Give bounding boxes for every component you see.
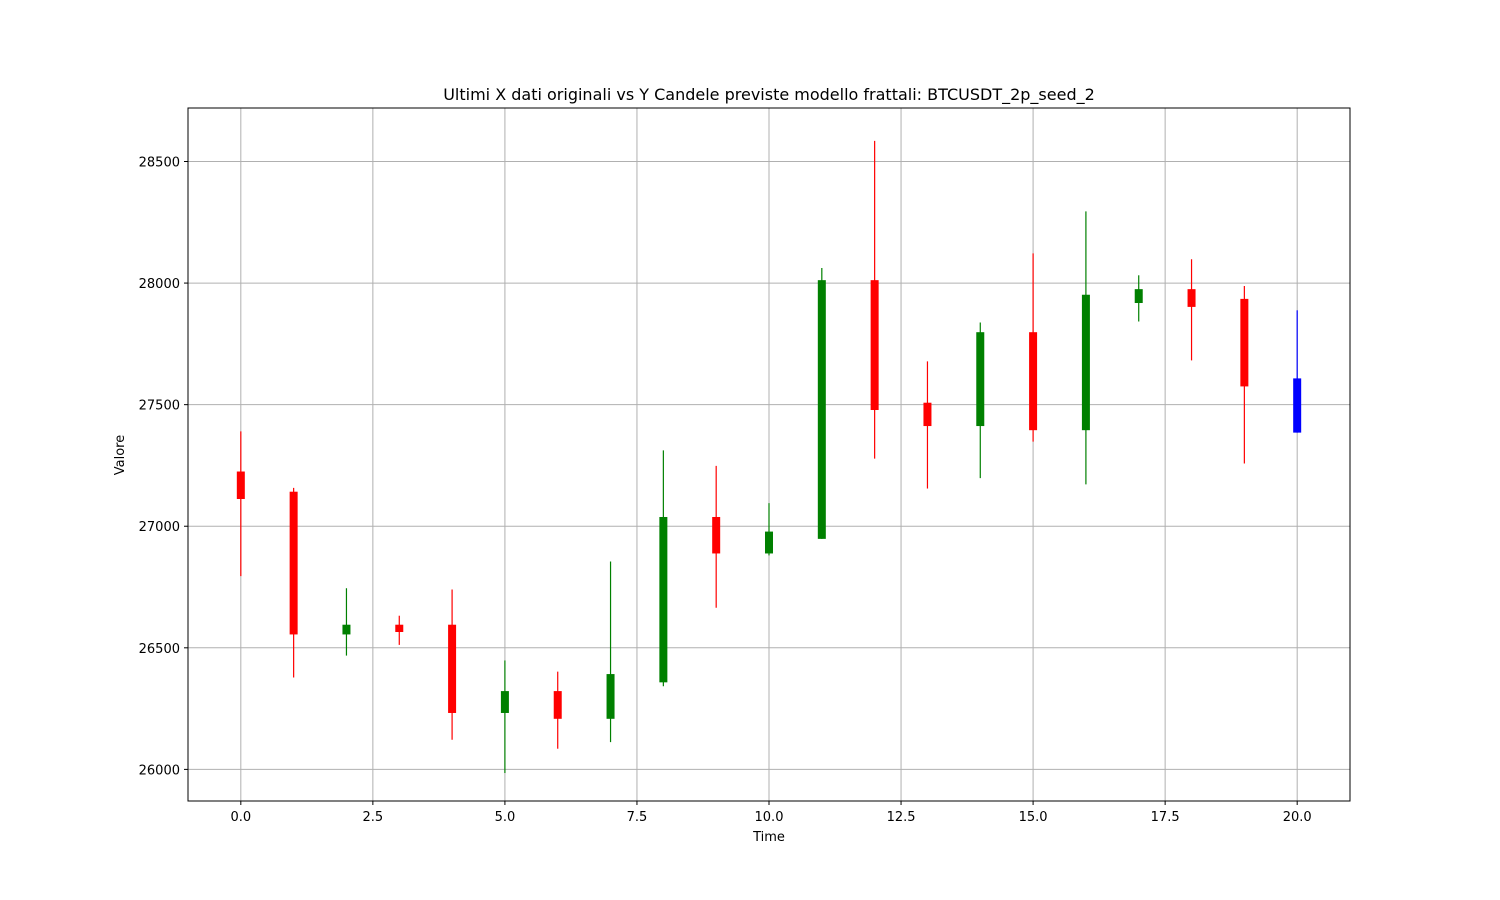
candle — [342, 588, 351, 656]
candle-body — [342, 624, 351, 635]
grid — [188, 108, 1350, 801]
candle-body — [236, 471, 245, 499]
candle-body — [1081, 294, 1090, 431]
candle-body — [765, 531, 773, 554]
candle-body — [659, 516, 668, 683]
candles — [236, 140, 1302, 774]
candle — [870, 140, 879, 459]
candle-body — [448, 624, 457, 713]
candle — [448, 589, 457, 740]
candle — [553, 671, 562, 749]
x-tick-label: 20.0 — [1283, 810, 1312, 825]
candle — [1240, 285, 1249, 464]
candle — [976, 322, 985, 479]
candle-body — [870, 280, 879, 411]
candle-body — [1293, 378, 1302, 433]
candle — [659, 450, 668, 687]
x-tick-label: 17.5 — [1151, 810, 1180, 825]
candle — [1134, 275, 1143, 322]
candle-body — [553, 691, 562, 719]
candle — [236, 431, 245, 577]
candle-body — [817, 280, 826, 539]
x-tick-label: 5.0 — [495, 810, 516, 825]
y-tick-label: 28000 — [139, 277, 180, 292]
candle — [817, 267, 826, 539]
candle-body — [923, 402, 932, 427]
x-axis-label: Time — [752, 830, 785, 845]
candle — [395, 615, 404, 645]
y-axis-label: Valore — [113, 435, 128, 475]
x-tick-label: 10.0 — [755, 810, 784, 825]
y-tick-label: 26000 — [139, 763, 180, 778]
candle — [712, 465, 721, 608]
candle — [500, 660, 509, 774]
candle-body — [1029, 332, 1038, 431]
candle — [1187, 259, 1196, 361]
x-tick-label: 2.5 — [363, 810, 384, 825]
x-tick-label: 15.0 — [1019, 810, 1048, 825]
ticks: 0.0 2.5 5.0 7.5 10.0 12.5 15.0 17.5 20.0 26000 265… — [139, 155, 1312, 825]
x-tick-label: 7.5 — [627, 810, 648, 825]
candle-body — [1134, 289, 1143, 304]
candle-body — [500, 691, 509, 713]
candle — [1081, 211, 1090, 485]
candle — [1029, 253, 1038, 442]
candle-body — [606, 674, 615, 719]
candle — [923, 361, 932, 489]
y-tick-label: 27000 — [139, 520, 180, 535]
x-tick-label: 12.5 — [887, 810, 916, 825]
candle — [606, 561, 615, 743]
x-tick-label: 0.0 — [230, 810, 251, 825]
chart-title: Ultimi X dati originali vs Y Candele pre… — [443, 85, 1095, 105]
candle-body — [395, 624, 404, 633]
candle — [1293, 310, 1302, 433]
y-tick-label: 26500 — [139, 642, 180, 657]
candle-body — [289, 491, 298, 635]
candle-body — [976, 332, 985, 427]
candle-body — [1240, 298, 1249, 387]
candle-body — [712, 516, 721, 554]
candle — [289, 487, 298, 678]
candle — [765, 503, 773, 556]
candle-body — [1187, 289, 1196, 307]
y-tick-label: 28500 — [139, 155, 180, 170]
y-tick-label: 27500 — [139, 399, 180, 414]
